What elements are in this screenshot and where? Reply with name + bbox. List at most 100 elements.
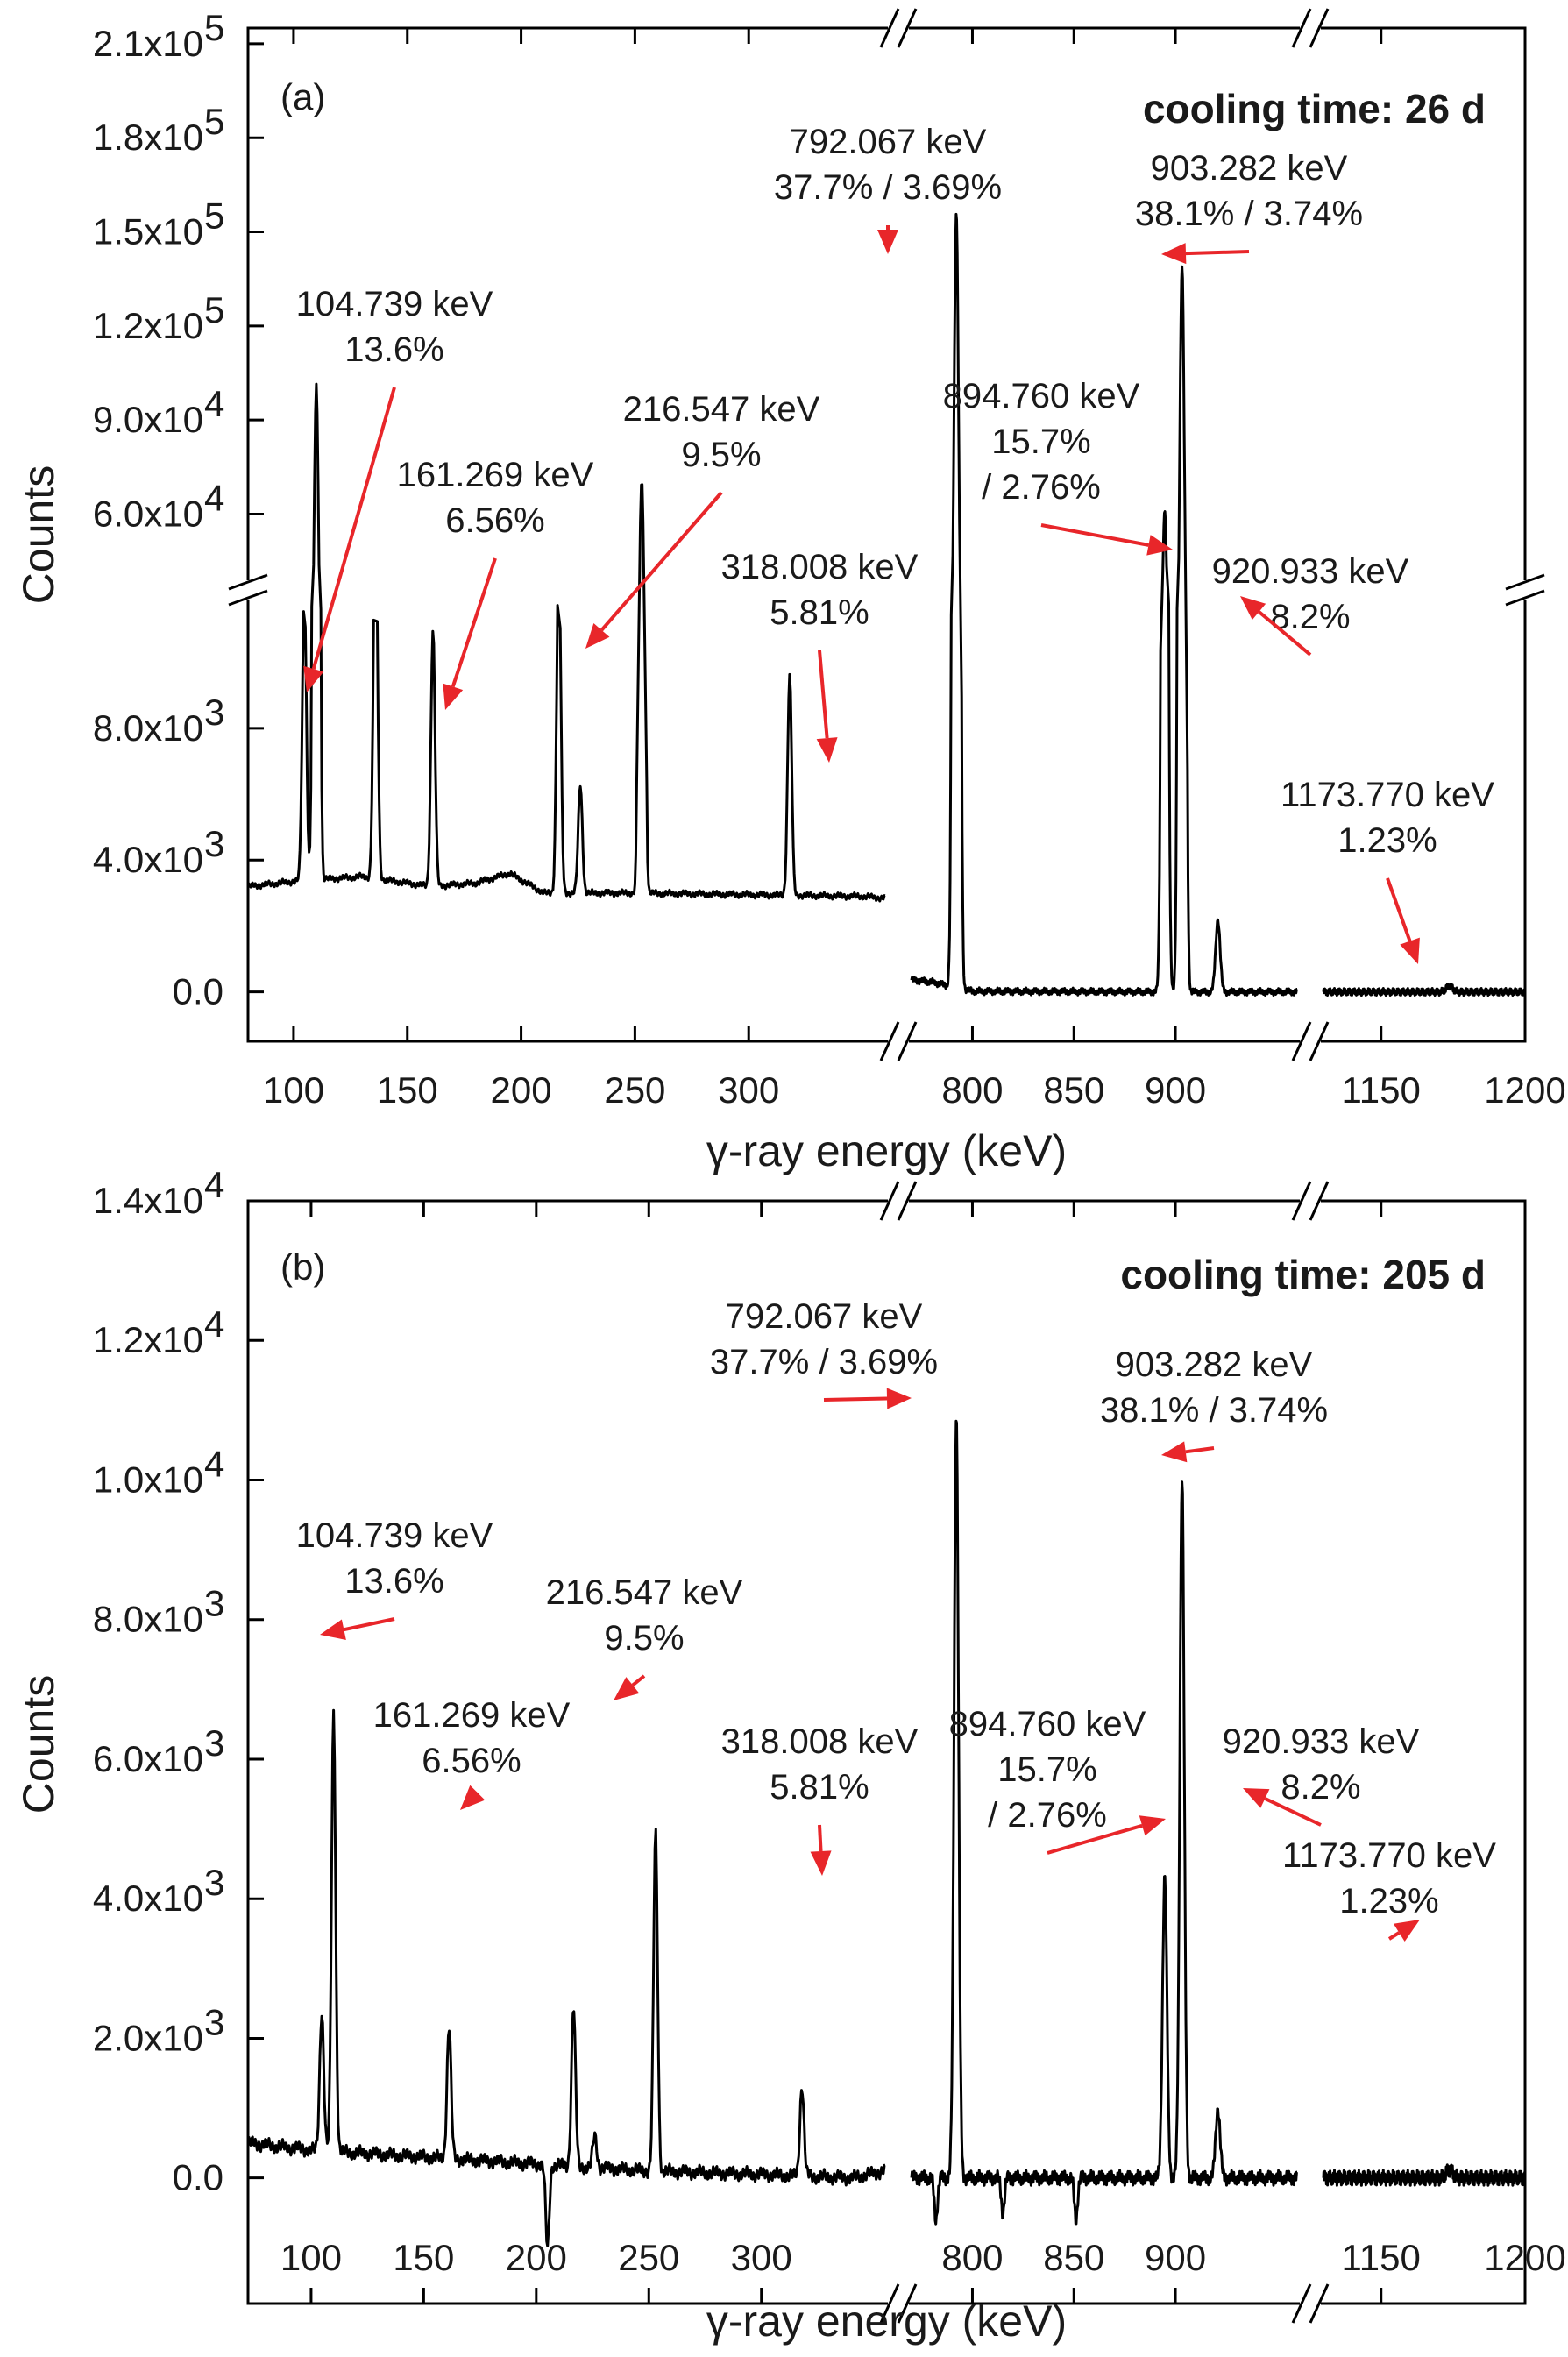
annotation-arrow-line (1386, 877, 1412, 942)
x-break-gap (1300, 2297, 1321, 2311)
x-break-mark (1309, 2283, 1330, 2324)
y-tick-exponent: 3 (204, 2001, 224, 2042)
y-tick-label: 1.8x10 (93, 117, 203, 158)
peak-annotation-text: 903.282 keV (1116, 1345, 1313, 1384)
x-tick-label: 100 (280, 2237, 342, 2278)
peak-annotation: 920.933 keV 8.2% (1223, 1722, 1420, 1827)
peak-annotation: 104.739 keV 13.6% (296, 285, 493, 692)
peak-annotation-text: 894.760 keV (949, 1705, 1146, 1743)
y-tick-exponent: 5 (204, 289, 224, 330)
y-axis-title: Counts (14, 1675, 63, 1814)
y-axis-title: Counts (14, 465, 63, 604)
chart-panel-b: 100 150 200 250 300 800 850 900 1150 1200 0.0 2.0x1… (14, 1164, 1566, 2346)
peak-annotation: 792.067 keV 37.7% / 3.69% (774, 123, 1002, 254)
peak-annotation: 216.547 keV 9.5% (546, 1573, 743, 1700)
panel-label: (a) (280, 76, 325, 117)
peak-annotation: 894.760 keV 15.7% / 2.76% (949, 1705, 1166, 1855)
annotation-arrow-line (631, 1674, 646, 1687)
x-tick-label: 200 (506, 2237, 567, 2278)
peak-annotation-text: 8.2% (1270, 598, 1350, 636)
peak-annotation-text: 216.547 keV (546, 1573, 743, 1612)
peak-annotation-text: 920.933 keV (1223, 1722, 1420, 1761)
peak-annotation-text: 15.7% (997, 1750, 1096, 1789)
spectrum-trace-segment (910, 1419, 1298, 2226)
y-tick-exponent: 4 (204, 383, 224, 424)
peak-annotation-text: 1.23% (1339, 1882, 1438, 1920)
annotation-arrow-head (886, 1388, 912, 1409)
peak-annotation-text: 104.739 keV (296, 1516, 493, 1555)
annotation-arrow-head (614, 1677, 640, 1700)
x-break-gap (1300, 1034, 1321, 1048)
x-break-mark (1309, 8, 1330, 48)
x-tick-label: 800 (941, 2237, 1003, 2278)
y-break-gap (1520, 580, 1530, 600)
y-tick-label: 9.0x10 (93, 399, 203, 440)
annotation-arrow-line (600, 491, 723, 632)
peak-annotation-text: 1173.770 keV (1282, 1836, 1496, 1875)
peak-annotation-text: 318.008 keV (721, 1722, 919, 1761)
x-break-mark (897, 1021, 918, 1061)
peak-annotation-text: 1.23% (1337, 821, 1437, 860)
peak-annotation-text: 38.1% / 3.74% (1135, 195, 1363, 233)
peak-annotation-text: 903.282 keV (1151, 149, 1348, 188)
annotation-arrow-head (1161, 1441, 1188, 1463)
annotation-arrow-head (1243, 1788, 1270, 1808)
annotation-arrow-line (1040, 523, 1149, 547)
y-tick-label: 1.2x10 (93, 305, 203, 346)
y-break-mark (1505, 589, 1545, 607)
peak-annotation-text: 1173.770 keV (1281, 776, 1494, 814)
y-tick-exponent: 4 (204, 477, 224, 518)
y-break-mark (1505, 573, 1545, 591)
x-break-mark (879, 1021, 900, 1061)
y-tick-label: 4.0x10 (93, 1878, 203, 1919)
annotation-arrow-head (810, 1850, 832, 1876)
annotation-arrow-head (460, 1785, 486, 1810)
y-tick-exponent: 5 (204, 101, 224, 142)
x-tick-label: 850 (1043, 1069, 1104, 1111)
peak-annotation-text: 8.2% (1281, 1768, 1360, 1807)
annotation-arrow-line (1047, 1823, 1143, 1855)
y-tick-label: 6.0x10 (93, 1738, 203, 1779)
annotation-arrow-line (818, 1824, 823, 1852)
annotation-arrow-head (1139, 1815, 1166, 1836)
annotation-arrow-head (320, 1619, 346, 1640)
x-break-gap (888, 2297, 909, 2311)
y-break-mark (228, 589, 268, 607)
plot-frame (246, 26, 1527, 1043)
y-tick-exponent: 4 (204, 1303, 224, 1345)
y-tick-exponent: 4 (204, 1164, 224, 1205)
y-tick-exponent: 3 (204, 823, 224, 864)
y-tick-label: 0.0 (173, 971, 223, 1012)
x-break-mark (897, 1181, 918, 1221)
peak-annotation-text: 104.739 keV (296, 285, 493, 323)
peak-annotation: 792.067 keV 37.7% / 3.69% (710, 1297, 938, 1409)
y-tick-label: 4.0x10 (93, 839, 203, 880)
cooling-time-label: cooling time: 26 d (1143, 86, 1486, 131)
y-tick-exponent: 3 (204, 1862, 224, 1903)
annotation-arrow-line (1264, 1797, 1322, 1827)
peak-annotation-text: 9.5% (681, 436, 761, 474)
x-tick-label: 1150 (1342, 1069, 1421, 1111)
y-tick-exponent: 4 (204, 1443, 224, 1484)
panel-label: (b) (280, 1246, 325, 1288)
x-tick-label: 250 (618, 2237, 679, 2278)
annotation-arrow-line (818, 650, 829, 739)
peak-annotation: 216.547 keV 9.5% (585, 390, 820, 649)
x-tick-label: 300 (718, 1069, 779, 1111)
y-tick-exponent: 5 (204, 7, 224, 48)
peak-annotation: 1173.770 keV 1.23% (1281, 776, 1494, 964)
y-tick-exponent: 3 (204, 692, 224, 733)
annotation-arrow-line (1185, 250, 1250, 256)
peak-annotation-text: 216.547 keV (623, 390, 820, 429)
annotation-arrow-head (303, 665, 324, 692)
annotation-arrow-head (1161, 243, 1187, 265)
x-break-mark (897, 8, 918, 48)
y-tick-label: 0.0 (173, 2157, 223, 2198)
spectrum-trace-segment (246, 382, 886, 903)
y-tick-exponent: 5 (204, 195, 224, 237)
peak-annotation-text: 5.81% (770, 593, 869, 632)
annotation-arrow-head (877, 230, 898, 254)
x-axis-title: γ-ray energy (keV) (706, 1126, 1067, 1175)
x-tick-label: 1200 (1484, 2237, 1565, 2278)
